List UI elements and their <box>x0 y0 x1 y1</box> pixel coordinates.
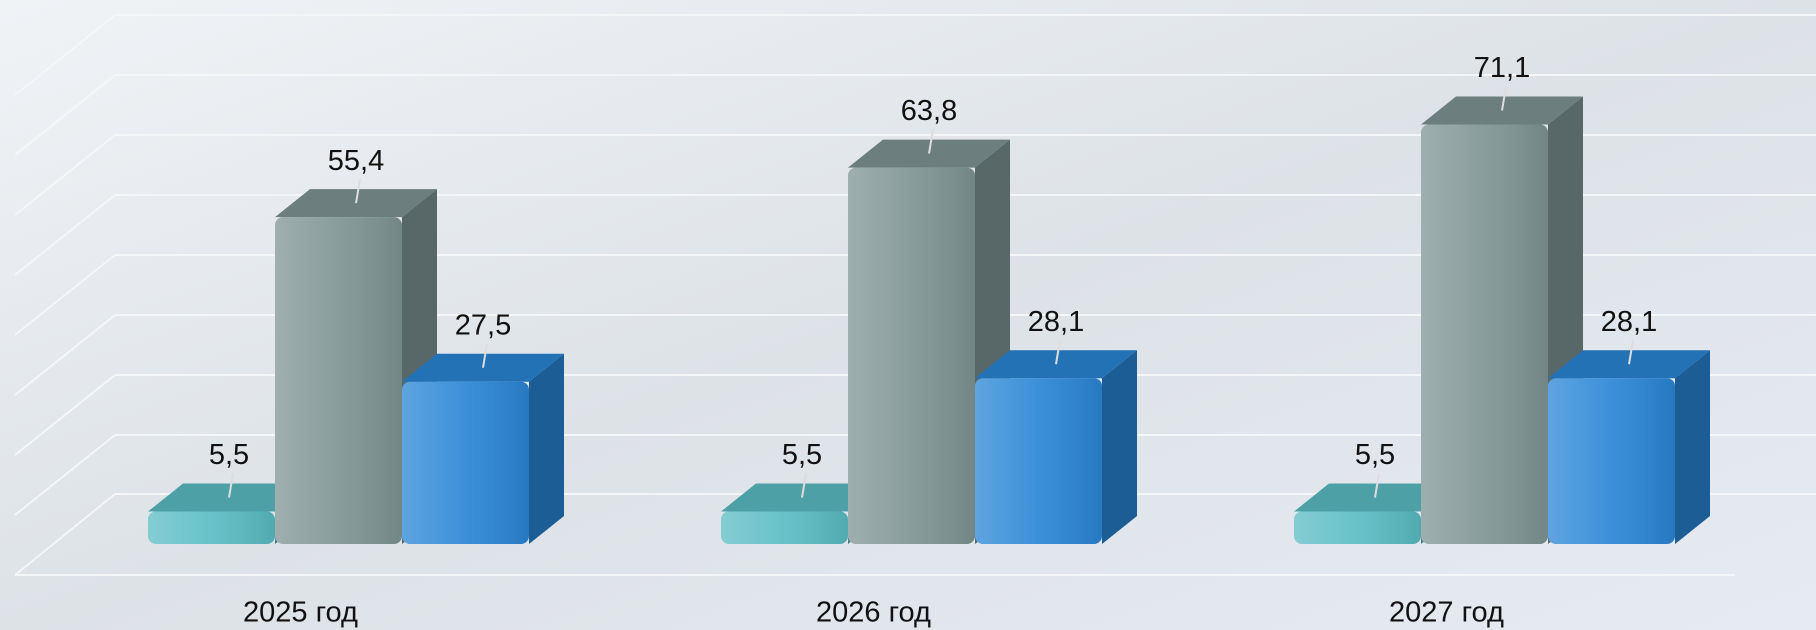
leader-line <box>1501 86 1507 111</box>
bar-front-shine <box>975 378 1102 544</box>
bar-front-shine <box>275 217 402 544</box>
bar-front-shine <box>402 381 529 544</box>
bar-side <box>529 353 564 544</box>
bar <box>402 353 564 544</box>
value-label: 71,1 <box>1474 52 1530 84</box>
bar-front-shine <box>1294 511 1421 544</box>
leader-line <box>1374 473 1380 498</box>
leader-line <box>482 343 488 368</box>
x-tick-label: 2027 год <box>1389 597 1504 629</box>
bar-side <box>1675 350 1710 544</box>
value-label: 5,5 <box>209 439 249 471</box>
x-tick-label: 2025 год <box>243 597 358 629</box>
value-label: 27,5 <box>455 309 511 341</box>
bar-front-shine <box>148 511 275 544</box>
leader-line <box>228 473 234 498</box>
leader-line <box>1628 340 1634 365</box>
bar-side <box>1102 350 1137 544</box>
value-label: 55,4 <box>328 145 384 177</box>
bar-front-shine <box>1421 124 1548 544</box>
leader-line <box>801 473 807 498</box>
x-tick-label: 2026 год <box>816 597 931 629</box>
bar <box>975 350 1137 544</box>
value-label: 28,1 <box>1601 306 1657 338</box>
bar-side-shade <box>529 353 564 544</box>
bar-front-shine <box>1548 378 1675 544</box>
bar-side-shade <box>1675 350 1710 544</box>
bar-front-shine <box>848 167 975 544</box>
leader-line <box>928 129 934 154</box>
bar <box>275 189 437 544</box>
leader-line <box>1055 340 1061 365</box>
value-label: 63,8 <box>901 95 957 127</box>
value-label: 5,5 <box>782 439 822 471</box>
leader-line <box>355 178 361 204</box>
bar-front-shine <box>721 511 848 544</box>
bar-side-shade <box>1102 350 1137 544</box>
value-label: 28,1 <box>1028 306 1084 338</box>
bar <box>1421 96 1583 544</box>
value-label: 5,5 <box>1355 439 1395 471</box>
bar <box>1548 350 1710 544</box>
